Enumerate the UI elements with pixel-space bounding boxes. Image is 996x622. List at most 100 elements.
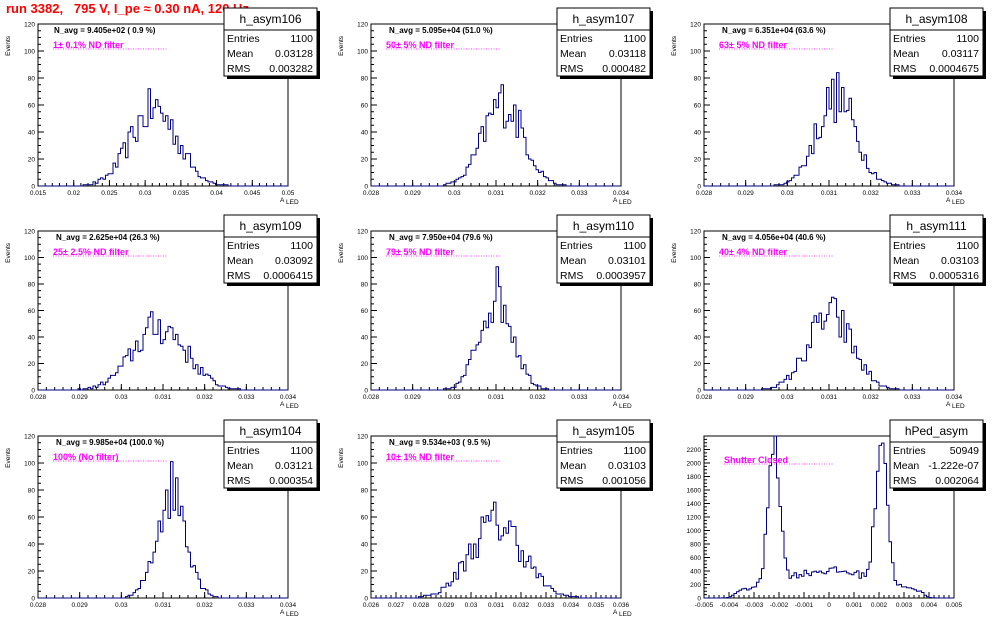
stats-box-name: h_asym108 <box>905 12 967 26</box>
stats-rms-value: 0.000354 <box>269 475 313 487</box>
stats-mean-label: Mean <box>893 48 919 60</box>
x-tick-label: 0.029 <box>405 394 422 401</box>
stats-box-name: h_asym111 <box>906 219 967 233</box>
y-tick-label: 80 <box>694 281 702 288</box>
y-tick-label: 400 <box>690 568 701 575</box>
x-tick-label: 0.031 <box>155 602 172 609</box>
stats-box-body <box>889 441 984 489</box>
histogram-panel: Events 0 20 40 60 80 100 120 0.028 0.029 0.03 0.031… <box>5 419 320 618</box>
x-tick-label: -0.003 <box>745 602 764 609</box>
stats-rms-value: 0.0005316 <box>929 270 979 282</box>
histogram-panel: Events 0 20 40 60 80 100 120 0.028 0.029 0.03 0.031… <box>671 7 986 206</box>
y-axis-label: Events <box>671 242 678 263</box>
y-tick-label: 0 <box>364 183 368 190</box>
x-axis-label-sub: LED <box>286 403 299 410</box>
y-tick-label: 80 <box>28 281 36 288</box>
y-tick-label: 0 <box>364 595 368 602</box>
x-tick-label: 0 <box>827 602 831 609</box>
stats-box-body <box>556 29 651 77</box>
filter-label: 100% (No filter) <box>53 452 119 462</box>
navg-label: N_avg = 6.351e+04 (63.6 %) <box>722 26 826 35</box>
y-tick-label: 20 <box>28 568 36 575</box>
x-tick-label: 0.034 <box>613 394 630 401</box>
histogram-panel: Events 0 20 40 60 80 100 120 0.028 0.029 0.03 0.031… <box>5 214 320 410</box>
stats-box-name: h_asym106 <box>239 12 301 26</box>
stats-rms-value: 0.000482 <box>602 63 646 75</box>
y-tick-label: 1600 <box>687 487 702 494</box>
x-tick-label: 0.025 <box>101 190 118 197</box>
y-tick-label: 0 <box>697 183 701 190</box>
stats-entries-value: 1100 <box>290 240 313 252</box>
y-tick-label: 120 <box>357 433 368 440</box>
stats-rms-value: 0.003282 <box>269 63 313 75</box>
histogram-series <box>371 266 621 391</box>
y-tick-label: 60 <box>28 308 36 315</box>
y-tick-label: 100 <box>357 255 368 262</box>
stats-entries-label: Entries <box>227 240 260 252</box>
stats-entries-value: 50949 <box>950 445 979 457</box>
y-tick-label: 40 <box>28 541 36 548</box>
x-tick-label: 0.028 <box>30 394 47 401</box>
histogram-panel: Events 0 20 40 60 80 100 120 0.028 0.029 0.03 0.031… <box>338 214 653 410</box>
x-tick-label: 0.032 <box>513 602 530 609</box>
stats-entries-value: 1100 <box>956 240 979 252</box>
x-tick-label: 0.05 <box>282 190 295 197</box>
y-axis-label: Events <box>338 447 345 468</box>
stats-rms-label: RMS <box>560 63 583 75</box>
x-tick-label: 0.031 <box>821 394 838 401</box>
stats-mean-value: 0.03103 <box>941 255 979 267</box>
y-axis-label: Events <box>5 447 12 468</box>
y-tick-label: 20 <box>361 568 369 575</box>
stats-box-name: h_asym104 <box>239 424 301 438</box>
x-axis-label-sub: LED <box>952 403 965 410</box>
x-tick-label: 0.033 <box>538 602 555 609</box>
navg-label: N_avg = 9.985e+04 (100.0 %) <box>56 438 164 447</box>
stats-mean-value: 0.03092 <box>275 255 313 267</box>
stats-rms-label: RMS <box>227 63 250 75</box>
x-tick-label: 0.03 <box>448 394 461 401</box>
histogram-panel: Events 0 20 40 60 80 100 120 0.015 0.02 0.025 0.03 0… <box>5 7 320 206</box>
y-tick-label: 20 <box>361 156 369 163</box>
y-tick-label: 100 <box>690 48 701 55</box>
filter-label: 63± 5% ND filter <box>719 40 787 50</box>
y-tick-label: 80 <box>361 75 369 82</box>
x-axis-label-sub: LED <box>286 611 299 618</box>
stats-mean-label: Mean <box>227 255 253 267</box>
x-tick-label: 0.033 <box>571 394 588 401</box>
x-axis-label: A <box>280 609 285 616</box>
histogram-series <box>38 461 288 599</box>
x-tick-label: 0.028 <box>30 602 47 609</box>
navg-label: N_avg = 9.534e+03 ( 9.5 %) <box>389 438 491 447</box>
navg-label: N_avg = 2.625e+04 (26.3 %) <box>56 233 160 242</box>
x-tick-label: 0.02 <box>67 190 80 197</box>
y-tick-label: 2200 <box>687 447 702 454</box>
histogram-panel: Events 0 20 40 60 80 100 120 0.028 0.029 0.03 0.031… <box>338 7 653 206</box>
stats-box-name: hPed_asym <box>905 424 968 438</box>
stats-entries-value: 1100 <box>956 33 979 45</box>
y-tick-label: 60 <box>361 308 369 315</box>
y-tick-label: 80 <box>28 75 36 82</box>
histogram-panel: Events 0 20 40 60 80 100 120 0.028 0.029 0.03 0.031… <box>671 214 986 410</box>
stats-box-name: h_asym109 <box>239 219 301 233</box>
x-tick-label: 0.035 <box>173 190 190 197</box>
x-tick-label: 0.028 <box>696 190 713 197</box>
stats-rms-value: 0.002064 <box>935 475 979 487</box>
x-tick-label: 0.033 <box>571 190 588 197</box>
stats-rms-value: 0.001056 <box>602 475 646 487</box>
stats-entries-value: 1100 <box>623 445 646 457</box>
y-axis-label: Events <box>338 242 345 263</box>
stats-rms-label: RMS <box>893 270 916 282</box>
stats-rms-label: RMS <box>560 270 583 282</box>
x-tick-label: 0.031 <box>488 394 505 401</box>
x-tick-label: 0.03 <box>781 190 794 197</box>
y-tick-label: 100 <box>690 255 701 262</box>
y-tick-label: 600 <box>690 555 701 562</box>
navg-label: N_avg = 5.095e+04 (51.0 %) <box>389 26 493 35</box>
stats-box-body <box>889 236 984 284</box>
stats-box-body <box>556 236 651 284</box>
stats-mean-label: Mean <box>893 460 919 472</box>
x-tick-label: 0.034 <box>946 394 963 401</box>
y-tick-label: 120 <box>24 433 35 440</box>
histogram-panel: 0 200 400 600 800 1000 1200 1400 1600 1800 2000 220… <box>687 419 986 609</box>
filter-label: 25± 2.5% ND filter <box>53 247 129 257</box>
